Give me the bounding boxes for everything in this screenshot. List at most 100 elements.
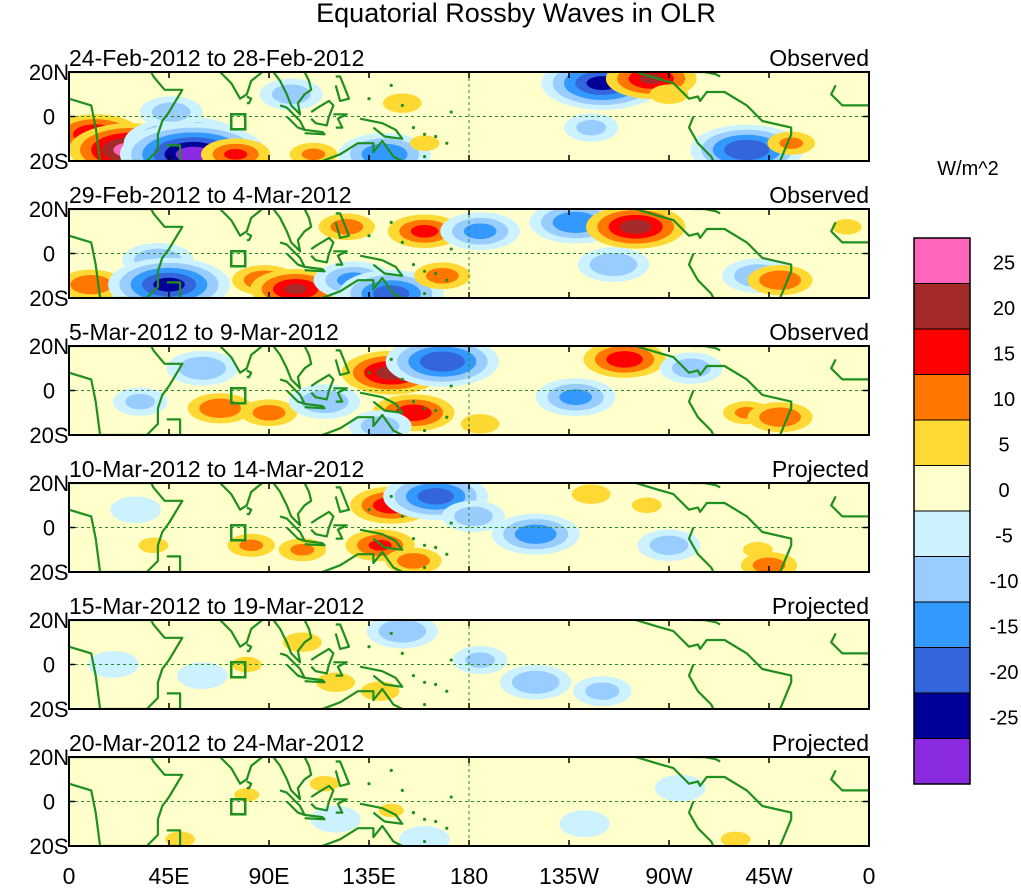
coastline [310, 236, 335, 264]
anomaly-blob [366, 620, 439, 649]
island [449, 384, 453, 388]
contour-level [720, 831, 751, 846]
panel-period: 24-Feb-2012 to 28-Feb-2012 [69, 45, 364, 71]
coastline [687, 390, 715, 435]
coastline [687, 801, 715, 846]
colorbar-swatch [913, 237, 971, 284]
y-tick-label: 20N [29, 60, 69, 85]
contour-level [425, 267, 459, 284]
island [449, 247, 453, 251]
contour-level [301, 148, 326, 161]
coastline [279, 378, 306, 405]
panel-status: Projected [772, 593, 869, 619]
coastline [334, 623, 351, 650]
island [411, 674, 416, 678]
anomaly-blob [382, 93, 422, 113]
coastline [334, 760, 351, 787]
contour-level [752, 557, 786, 572]
coastline [246, 506, 253, 516]
x-tick-label: 135W [539, 863, 599, 889]
anomaly-blob [563, 113, 619, 142]
coastline [830, 632, 869, 655]
y-tick-label: 0 [43, 653, 55, 678]
anomaly-blob [177, 662, 228, 690]
anomaly-blob [108, 257, 230, 298]
anomaly-blob [572, 676, 632, 707]
colorbar-label: 5 [998, 435, 1009, 457]
coastline [321, 276, 403, 298]
colorbar-label: -5 [995, 526, 1013, 548]
anomaly-blob [831, 219, 862, 235]
anomaly-blob [577, 247, 650, 282]
anomaly-blob [659, 352, 723, 384]
coastline [321, 824, 403, 846]
anomaly-blob [289, 142, 338, 161]
anomaly-field [165, 774, 751, 846]
contour-level [372, 285, 410, 298]
island [445, 826, 449, 830]
island [434, 408, 438, 413]
coastline [830, 84, 869, 107]
coastline [333, 661, 348, 677]
contour-level [419, 351, 466, 372]
contour-level [649, 535, 689, 555]
coastline [635, 209, 793, 298]
contour-level [224, 149, 248, 160]
anomaly-blob [637, 529, 701, 562]
island [422, 565, 427, 570]
anomaly-blob [231, 656, 262, 673]
island [445, 415, 449, 419]
coastline [246, 95, 253, 105]
contour-level [559, 389, 593, 405]
colorbar-label: 10 [993, 389, 1015, 411]
coastlines [69, 346, 869, 435]
contour-level [831, 219, 862, 235]
y-tick-label: 20N [29, 745, 69, 770]
contour-level [199, 398, 242, 418]
contour-level [460, 414, 500, 434]
contour-level [463, 223, 497, 240]
contour-level [399, 825, 450, 846]
anomaly-blob [583, 346, 666, 378]
island [422, 269, 427, 273]
coastline [333, 250, 348, 266]
panel-status: Projected [772, 456, 869, 482]
anomaly-blob [452, 645, 508, 675]
anomaly-blob [631, 497, 662, 513]
y-tick-label: 20N [29, 608, 69, 633]
island [422, 839, 427, 844]
island [422, 680, 427, 684]
island [389, 768, 393, 772]
figure-title: Equatorial Rossby Waves in OLR [316, 0, 716, 28]
coastline [691, 620, 721, 626]
contour-level [178, 356, 227, 380]
contour-level [511, 670, 560, 694]
anomaly-blob [288, 384, 361, 419]
coastline [166, 692, 182, 709]
colorbar-label: 15 [993, 344, 1015, 366]
island [434, 545, 438, 550]
coastline [321, 687, 403, 709]
island [411, 263, 416, 267]
coastline [279, 241, 306, 268]
island [422, 428, 427, 433]
coastline [687, 664, 715, 709]
island [422, 817, 427, 821]
coastline [359, 254, 404, 277]
coastline [830, 358, 869, 381]
colorbar-frame [913, 237, 971, 785]
colorbar-swatch [913, 465, 971, 512]
contour-level [514, 524, 557, 544]
coastline [334, 75, 351, 102]
coastline [635, 757, 793, 846]
x-tick-label: 45E [149, 863, 190, 889]
coastline [830, 769, 869, 792]
contour-level [360, 416, 400, 435]
reference-box [229, 524, 247, 542]
island [434, 682, 438, 687]
coastline [321, 139, 403, 161]
anomaly-blob [409, 135, 440, 151]
x-tick-label: 90E [249, 863, 290, 889]
island [422, 132, 427, 136]
